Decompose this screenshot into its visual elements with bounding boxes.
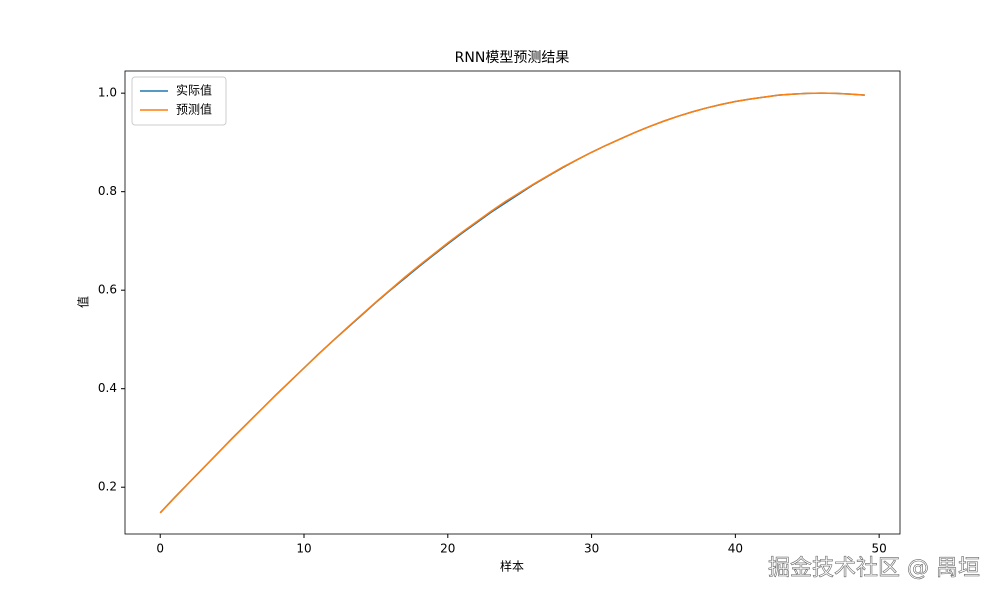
y-tick-label: 0.4 [98,381,117,395]
y-tick-label: 0.6 [98,283,117,297]
legend-label: 实际值 [176,83,212,98]
plot-frame [124,70,901,535]
y-axis-label: 值 [76,296,91,308]
watermark: 掘金技术社区 @ 禺垣 [768,556,980,581]
x-tick-label: 0 [156,542,164,556]
series-line [159,92,865,514]
x-tick-label: 30 [584,542,599,556]
x-tick-label: 10 [296,542,311,556]
legend-box [131,76,227,126]
x-tick-label: 20 [440,542,455,556]
chart-title: RNN模型预测结果 [455,50,570,66]
y-tick-label: 1.0 [98,86,117,100]
x-tick-label: 40 [728,542,743,556]
legend-label: 预测值 [176,102,212,117]
y-tick-label: 0.2 [98,480,117,494]
x-tick-label: 50 [872,542,887,556]
y-tick-label: 0.8 [98,184,117,198]
x-axis-label: 样本 [500,559,524,574]
